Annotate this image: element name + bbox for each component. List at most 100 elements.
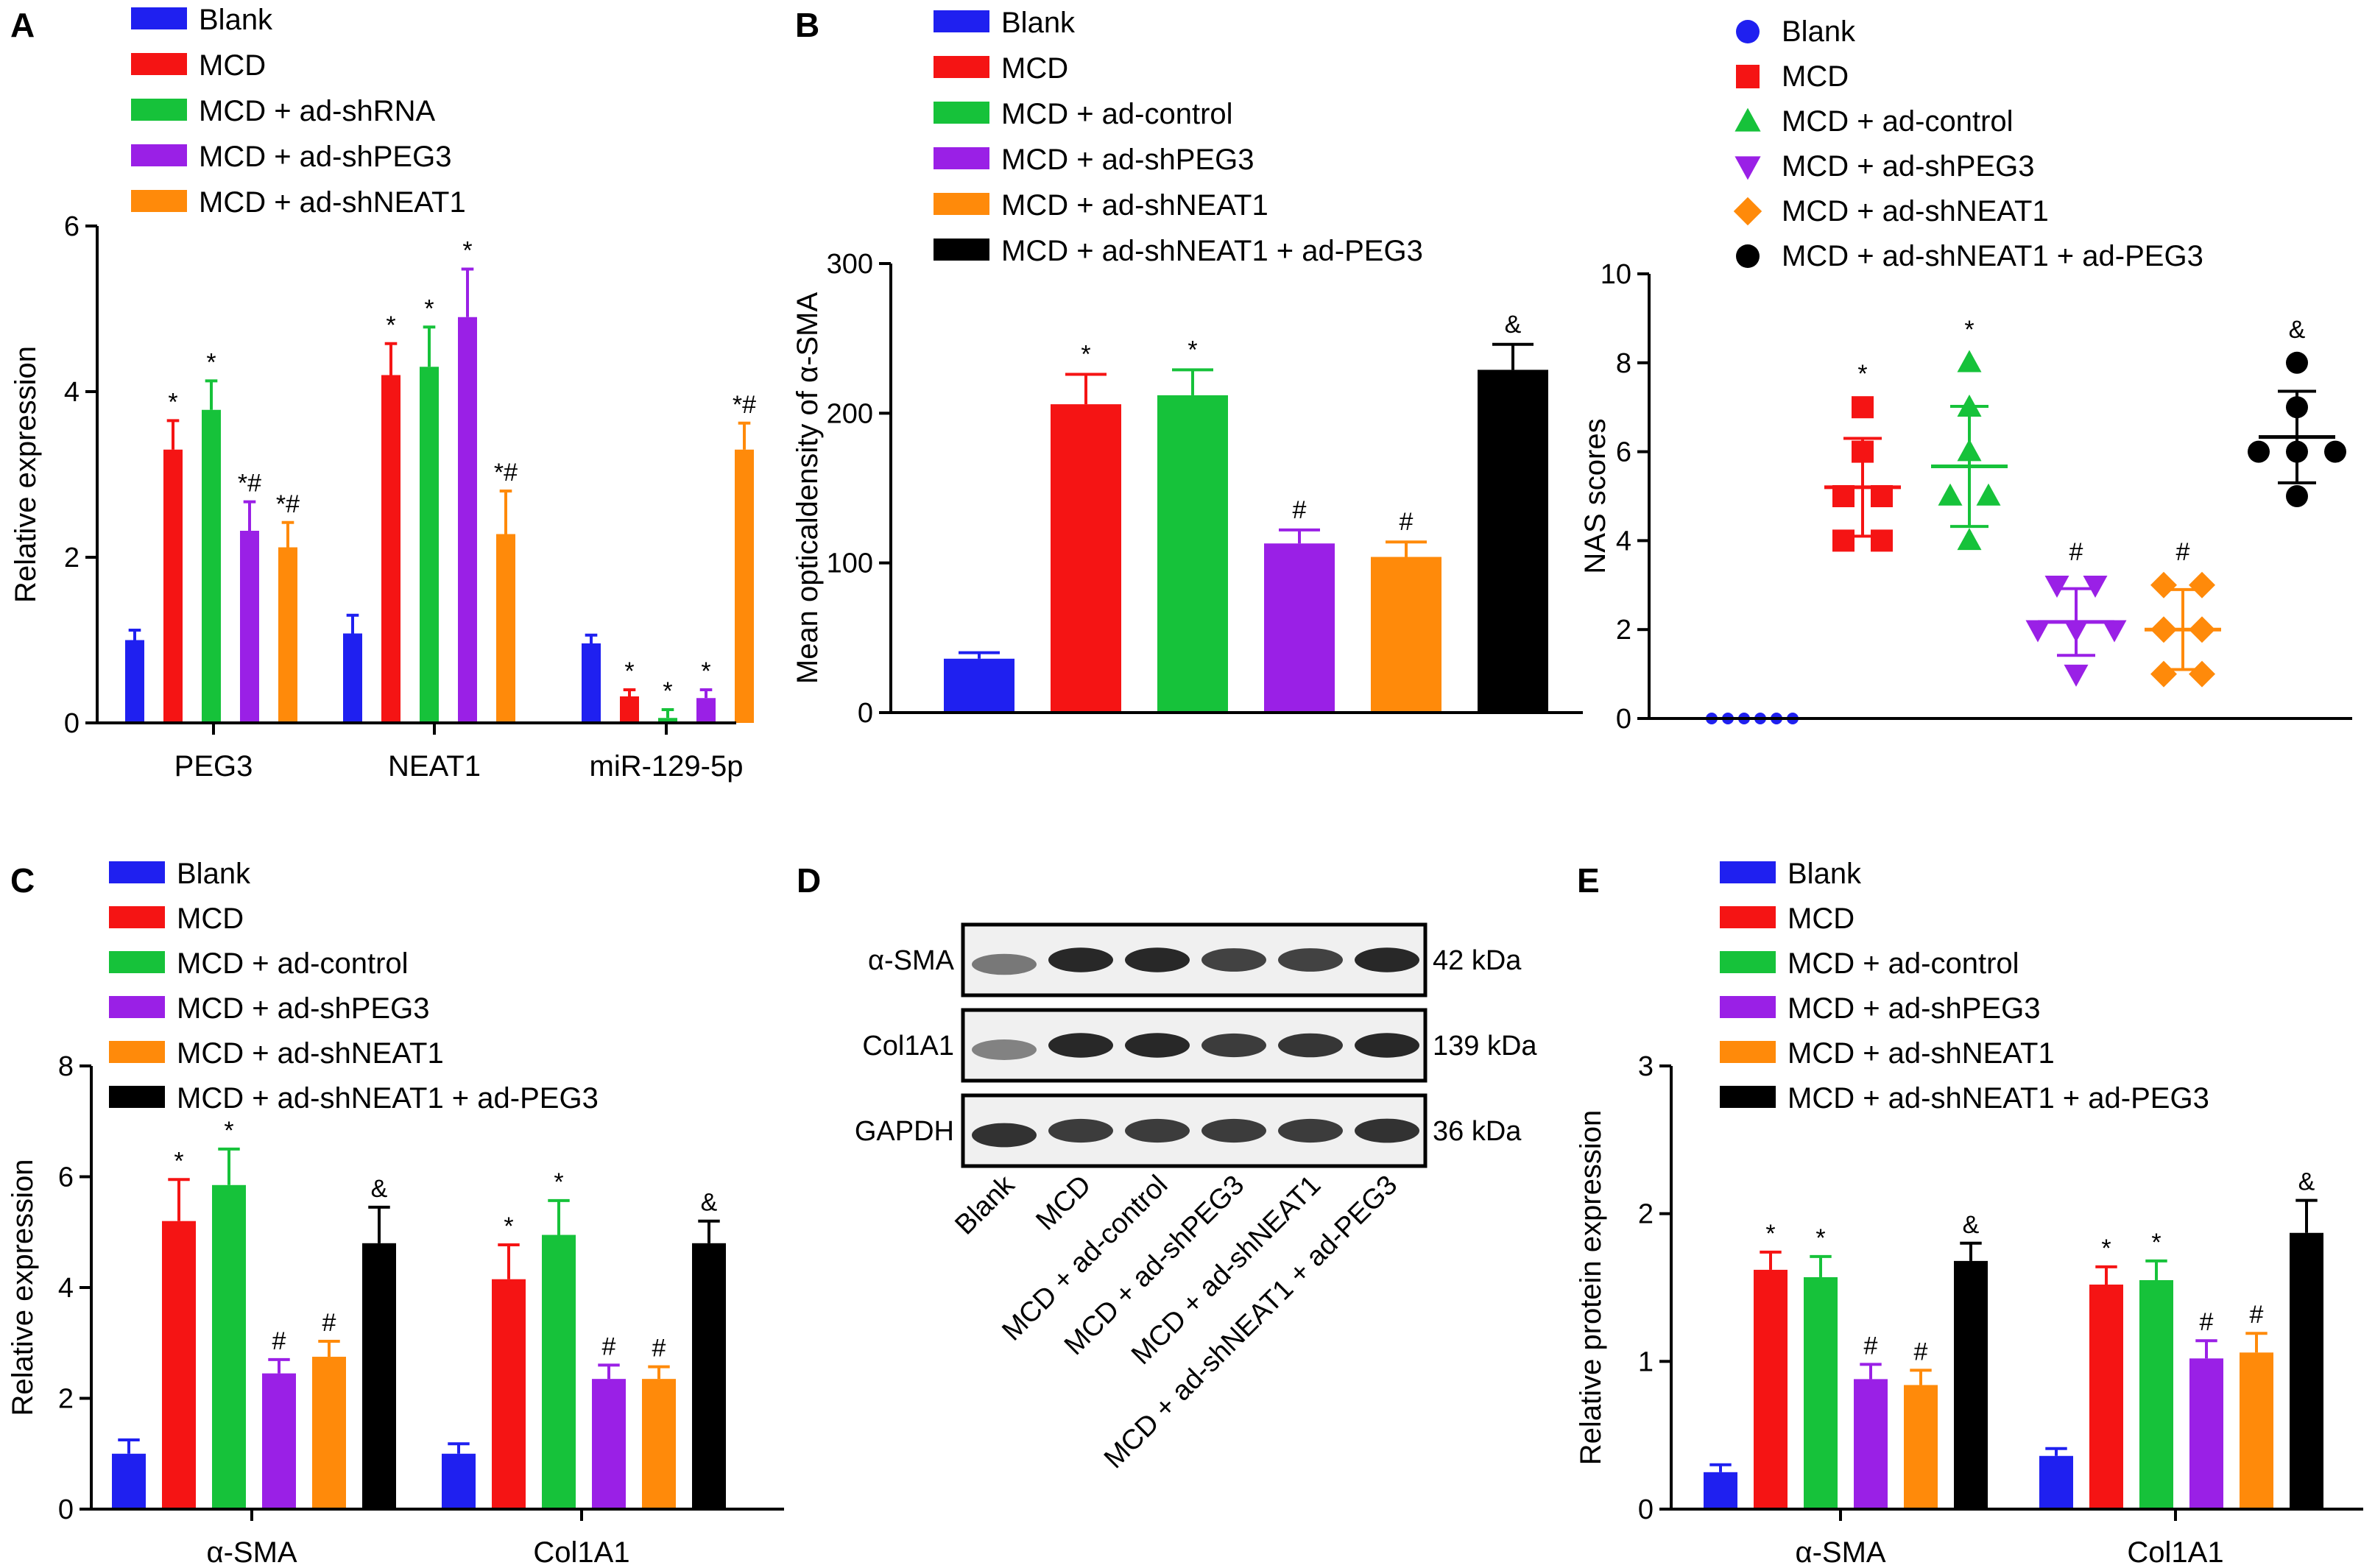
y-tick-label: 8 bbox=[1616, 348, 1631, 379]
marker-diamond bbox=[2150, 660, 2177, 688]
blot-kda-label: 42 kDa bbox=[1433, 945, 1522, 976]
y-tick-label: 4 bbox=[64, 377, 80, 408]
blot-band bbox=[1278, 1118, 1343, 1143]
y-axis-label: Relative expression bbox=[7, 1159, 39, 1416]
x-tick-label: Col1A1 bbox=[2127, 1536, 2223, 1568]
y-axis-label: Relative protein expression bbox=[1575, 1110, 1607, 1465]
x-tick-label: miR-129-5p bbox=[590, 750, 744, 783]
legend: Blank MCD MCD + ad-control MCD + ad-shPEG3 M… bbox=[934, 7, 1423, 267]
significance-label: & bbox=[371, 1175, 388, 1203]
bar bbox=[492, 1279, 526, 1509]
y-tick-label: 2 bbox=[1616, 615, 1631, 646]
significance-label: * bbox=[224, 1117, 233, 1145]
bar bbox=[420, 367, 439, 723]
legend-swatch bbox=[1720, 906, 1776, 928]
legend-label: MCD + ad-control bbox=[1001, 98, 1233, 130]
bar bbox=[163, 449, 183, 723]
significance-label: * bbox=[554, 1168, 563, 1196]
legend-swatch bbox=[131, 190, 187, 212]
legend-label: MCD + ad-control bbox=[1788, 947, 2019, 980]
y-tick-label: 300 bbox=[827, 249, 873, 280]
marker-diamond bbox=[2189, 571, 2215, 598]
significance-label: * bbox=[663, 677, 672, 705]
marker-triangle-down bbox=[1735, 156, 1761, 180]
bar bbox=[642, 1379, 676, 1509]
blot-band bbox=[1201, 948, 1266, 972]
x-tick-label: α-SMA bbox=[206, 1536, 297, 1568]
legend-swatch bbox=[109, 1086, 165, 1108]
legend-label: MCD bbox=[1788, 903, 1855, 935]
marker-triangle-down bbox=[2064, 664, 2089, 687]
y-axis-label: Mean opticaldensity of α-SMA bbox=[791, 292, 824, 685]
marker-square bbox=[1736, 65, 1760, 88]
chart-C: * * * * # # # # & & 0 2 4 6 8 Relative expression α-SMA C… bbox=[7, 1051, 784, 1568]
legend-swatch bbox=[1720, 996, 1776, 1018]
blot-lane-label: Blank bbox=[949, 1169, 1021, 1241]
bar bbox=[2290, 1232, 2323, 1509]
significance-label: # bbox=[2069, 538, 2083, 566]
legend-label: MCD + ad-shNEAT1 bbox=[177, 1037, 444, 1070]
bar bbox=[162, 1221, 196, 1509]
legend: Blank MCD MCD + ad-control MCD + ad-shPEG3 M… bbox=[1720, 858, 2209, 1115]
marker-square bbox=[1832, 529, 1855, 552]
legend-label: MCD + ad-shNEAT1 + ad-PEG3 bbox=[1782, 240, 2203, 272]
chart-B2: * * # # & 0 2 4 6 8 10 NAS scores bbox=[1579, 259, 2352, 735]
significance-label: & bbox=[701, 1189, 718, 1217]
significance-label: * bbox=[174, 1147, 183, 1175]
y-tick-label: 2 bbox=[64, 543, 80, 573]
blot-band bbox=[1355, 947, 1419, 972]
bar bbox=[542, 1235, 576, 1509]
blot-row-label: α-SMA bbox=[868, 945, 955, 976]
bar bbox=[735, 449, 754, 723]
legend-swatch bbox=[934, 56, 989, 78]
legend-swatch bbox=[1720, 861, 1776, 883]
significance-label: * bbox=[701, 657, 710, 685]
y-tick-label: 0 bbox=[58, 1494, 74, 1525]
blot-strip bbox=[961, 1093, 1428, 1168]
significance-label: * bbox=[1857, 360, 1867, 388]
bar bbox=[2189, 1358, 2223, 1509]
panel-label: D bbox=[797, 861, 821, 900]
blot-band bbox=[1355, 1118, 1419, 1143]
legend: Blank MCD MCD + ad-control MCD + ad-shPEG3 M… bbox=[109, 858, 599, 1115]
significance-label: # bbox=[272, 1327, 286, 1355]
legend-swatch bbox=[109, 1041, 165, 1063]
x-tick-label: Col1A1 bbox=[533, 1536, 629, 1568]
marker-triangle bbox=[1957, 350, 1982, 372]
marker-circle bbox=[2324, 440, 2346, 463]
legend-swatch bbox=[934, 10, 989, 32]
y-tick-label: 0 bbox=[1638, 1494, 1654, 1525]
bar bbox=[692, 1243, 726, 1509]
y-tick-label: 2 bbox=[1638, 1199, 1654, 1230]
legend-label: MCD + ad-shNEAT1 + ad-PEG3 bbox=[1788, 1082, 2209, 1115]
legend-label: Blank bbox=[1001, 7, 1076, 39]
bar bbox=[2089, 1284, 2123, 1509]
marker-square bbox=[1852, 396, 1874, 419]
western-blot: α-SMA 42 kDa Col1A1 139 kDa GAPDH 36 kDa Blank… bbox=[855, 922, 1537, 1475]
panel-label: B bbox=[795, 6, 819, 44]
marker-circle bbox=[1736, 20, 1760, 43]
marker-triangle bbox=[1735, 107, 1761, 132]
legend-label: MCD + ad-shPEG3 bbox=[199, 141, 451, 173]
significance-label: * bbox=[386, 311, 395, 339]
significance-label: # bbox=[2200, 1308, 2214, 1336]
y-tick-label: 10 bbox=[1601, 259, 1631, 290]
chart-A: * * * * * * *# * * *# *# *# 0 2 4 6 Relative expression P… bbox=[10, 211, 756, 783]
bar bbox=[1264, 543, 1335, 713]
significance-label: & bbox=[2289, 316, 2306, 344]
legend-label: MCD bbox=[199, 49, 266, 82]
marker-triangle bbox=[1976, 483, 2001, 506]
legend-swatch bbox=[1720, 951, 1776, 973]
blot-strip bbox=[961, 1008, 1428, 1083]
legend-swatch bbox=[109, 996, 165, 1018]
bar bbox=[202, 409, 221, 723]
marker-circle bbox=[2248, 440, 2270, 463]
legend: Blank MCD MCD + ad-shRNA MCD + ad-shPEG3 MCD… bbox=[131, 4, 466, 219]
legend-swatch bbox=[131, 99, 187, 121]
blot-band bbox=[1355, 1033, 1419, 1058]
bar bbox=[442, 1453, 476, 1509]
bar bbox=[1954, 1260, 1988, 1509]
bar bbox=[278, 547, 297, 723]
significance-label: * bbox=[1815, 1224, 1825, 1252]
